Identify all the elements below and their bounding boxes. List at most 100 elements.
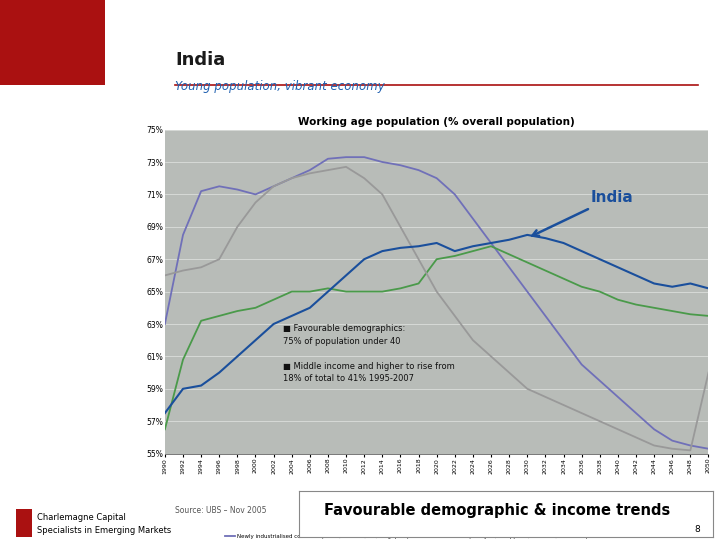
- South East Asia (Malaysia, Philippines, Thailand, Indonesia): [631, 301, 640, 308]
- China: [668, 446, 677, 452]
- Newly industrialised countries (Korea, Taiwan*, HK, Singapore): [686, 442, 695, 449]
- India: [378, 248, 387, 254]
- India: [269, 321, 278, 327]
- China: [559, 402, 568, 408]
- South East Asia (Malaysia, Philippines, Thailand, Indonesia): [287, 288, 296, 295]
- India: [433, 240, 441, 246]
- Newly industrialised countries (Korea, Taiwan*, HK, Singapore): [523, 288, 531, 295]
- South East Asia (Malaysia, Philippines, Thailand, Indonesia): [704, 313, 713, 319]
- China: [613, 426, 622, 433]
- Text: 8: 8: [695, 525, 701, 534]
- Text: India: India: [532, 190, 634, 236]
- India: [324, 288, 333, 295]
- India: [541, 235, 550, 241]
- Newly industrialised countries (Korea, Taiwan*, HK, Singapore): [287, 175, 296, 181]
- China: [360, 175, 369, 181]
- South East Asia (Malaysia, Philippines, Thailand, Indonesia): [523, 259, 531, 266]
- India: [704, 285, 713, 292]
- Title: Working age population (% overall population): Working age population (% overall popula…: [298, 117, 575, 127]
- Text: Specialists in Emerging Markets: Specialists in Emerging Markets: [37, 526, 171, 535]
- Newly industrialised countries (Korea, Taiwan*, HK, Singapore): [324, 156, 333, 162]
- China: [305, 170, 314, 177]
- Newly industrialised countries (Korea, Taiwan*, HK, Singapore): [541, 313, 550, 319]
- China: [650, 442, 659, 449]
- South East Asia (Malaysia, Philippines, Thailand, Indonesia): [396, 285, 405, 292]
- Newly industrialised countries (Korea, Taiwan*, HK, Singapore): [396, 162, 405, 168]
- India: [595, 256, 604, 262]
- China: [433, 288, 441, 295]
- Text: Favourable demographic & income trends: Favourable demographic & income trends: [325, 503, 670, 518]
- South East Asia (Malaysia, Philippines, Thailand, Indonesia): [686, 311, 695, 318]
- China: [269, 183, 278, 190]
- China: [251, 199, 260, 206]
- Newly industrialised countries (Korea, Taiwan*, HK, Singapore): [197, 188, 205, 194]
- Newly industrialised countries (Korea, Taiwan*, HK, Singapore): [305, 167, 314, 173]
- Line: India: India: [165, 235, 708, 413]
- South East Asia (Malaysia, Philippines, Thailand, Indonesia): [487, 243, 495, 249]
- Newly industrialised countries (Korea, Taiwan*, HK, Singapore): [469, 215, 477, 222]
- India: [251, 337, 260, 343]
- China: [215, 256, 224, 262]
- China: [378, 191, 387, 198]
- India: [559, 240, 568, 246]
- Newly industrialised countries (Korea, Taiwan*, HK, Singapore): [414, 167, 423, 173]
- Newly industrialised countries (Korea, Taiwan*, HK, Singapore): [631, 410, 640, 416]
- India: [360, 256, 369, 262]
- India: [668, 284, 677, 290]
- China: [451, 313, 459, 319]
- Line: Newly industrialised countries (Korea, Taiwan*, HK, Singapore): Newly industrialised countries (Korea, T…: [165, 157, 708, 449]
- Newly industrialised countries (Korea, Taiwan*, HK, Singapore): [215, 183, 224, 190]
- Text: India: India: [175, 51, 225, 69]
- Newly industrialised countries (Korea, Taiwan*, HK, Singapore): [451, 191, 459, 198]
- China: [541, 394, 550, 400]
- India: [487, 240, 495, 246]
- China: [595, 418, 604, 424]
- India: [469, 243, 477, 249]
- India: [451, 248, 459, 254]
- Text: ■ Favourable demographics:
75% of population under 40

■ Middle income and highe: ■ Favourable demographics: 75% of popula…: [283, 324, 454, 383]
- South East Asia (Malaysia, Philippines, Thailand, Indonesia): [251, 305, 260, 311]
- India: [650, 280, 659, 287]
- Newly industrialised countries (Korea, Taiwan*, HK, Singapore): [650, 426, 659, 433]
- Newly industrialised countries (Korea, Taiwan*, HK, Singapore): [342, 154, 351, 160]
- Newly industrialised countries (Korea, Taiwan*, HK, Singapore): [360, 154, 369, 160]
- India: [179, 386, 187, 392]
- China: [523, 386, 531, 392]
- India: [414, 243, 423, 249]
- South East Asia (Malaysia, Philippines, Thailand, Indonesia): [559, 275, 568, 282]
- South East Asia (Malaysia, Philippines, Thailand, Indonesia): [541, 267, 550, 274]
- South East Asia (Malaysia, Philippines, Thailand, Indonesia): [305, 288, 314, 295]
- India: [686, 280, 695, 287]
- South East Asia (Malaysia, Philippines, Thailand, Indonesia): [451, 253, 459, 259]
- South East Asia (Malaysia, Philippines, Thailand, Indonesia): [342, 288, 351, 295]
- India: [577, 248, 586, 254]
- South East Asia (Malaysia, Philippines, Thailand, Indonesia): [179, 356, 187, 363]
- India: [505, 237, 513, 243]
- China: [287, 175, 296, 181]
- South East Asia (Malaysia, Philippines, Thailand, Indonesia): [469, 248, 477, 254]
- India: [523, 232, 531, 238]
- India: [305, 305, 314, 311]
- Text: Charlemagne Capital: Charlemagne Capital: [37, 513, 126, 522]
- China: [414, 256, 423, 262]
- South East Asia (Malaysia, Philippines, Thailand, Indonesia): [324, 285, 333, 292]
- India: [631, 272, 640, 279]
- South East Asia (Malaysia, Philippines, Thailand, Indonesia): [577, 284, 586, 290]
- South East Asia (Malaysia, Philippines, Thailand, Indonesia): [433, 256, 441, 262]
- India: [613, 264, 622, 271]
- South East Asia (Malaysia, Philippines, Thailand, Indonesia): [197, 318, 205, 324]
- Newly industrialised countries (Korea, Taiwan*, HK, Singapore): [161, 321, 169, 327]
- Newly industrialised countries (Korea, Taiwan*, HK, Singapore): [704, 446, 713, 452]
- Newly industrialised countries (Korea, Taiwan*, HK, Singapore): [378, 159, 387, 165]
- Newly industrialised countries (Korea, Taiwan*, HK, Singapore): [487, 240, 495, 246]
- India: [287, 313, 296, 319]
- Newly industrialised countries (Korea, Taiwan*, HK, Singapore): [233, 186, 242, 193]
- China: [487, 353, 495, 360]
- Text: Source: UBS – Nov 2005: Source: UBS – Nov 2005: [175, 506, 266, 515]
- South East Asia (Malaysia, Philippines, Thailand, Indonesia): [505, 251, 513, 258]
- China: [396, 224, 405, 230]
- China: [704, 369, 713, 376]
- Newly industrialised countries (Korea, Taiwan*, HK, Singapore): [179, 232, 187, 238]
- China: [342, 164, 351, 170]
- Newly industrialised countries (Korea, Taiwan*, HK, Singapore): [269, 183, 278, 190]
